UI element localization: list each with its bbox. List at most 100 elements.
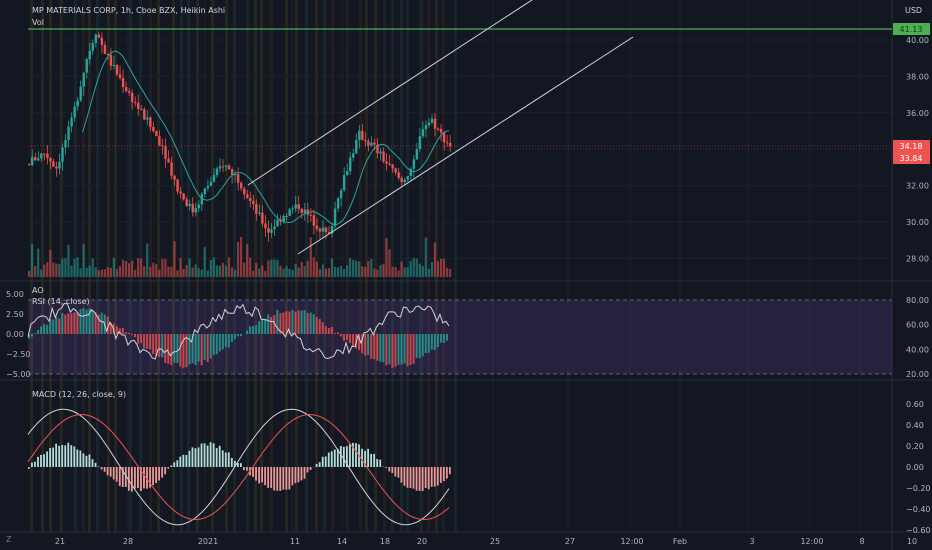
candle-body <box>76 100 79 107</box>
candle-body <box>230 169 234 175</box>
ao-bar <box>182 334 185 369</box>
volume-bar <box>109 267 112 277</box>
ao-bar <box>197 334 200 362</box>
macd-bar <box>76 449 79 467</box>
volume-bar <box>403 267 406 277</box>
macd-bar <box>270 467 273 488</box>
candle-body <box>146 117 149 120</box>
volume-bar <box>164 259 167 277</box>
volume-bar <box>197 267 200 277</box>
volume-bar <box>167 266 170 277</box>
volume-bar <box>385 237 388 277</box>
candle-body <box>333 208 337 227</box>
macd-bar <box>46 451 48 467</box>
macd-bar <box>224 452 227 467</box>
symbol-title[interactable]: MP MATERIALS CORP, 1h, Cboe BZX, Heikin … <box>32 6 226 15</box>
macd-bar <box>394 467 397 477</box>
volume-bar <box>388 249 391 277</box>
macd-bar <box>67 442 70 467</box>
candle-body <box>152 126 155 132</box>
axis-tick-label: 0.00 <box>906 463 924 472</box>
volume-bar <box>246 244 249 277</box>
macd-signal-line <box>27 413 450 521</box>
macd-bar <box>100 467 103 470</box>
volume-bar <box>273 259 276 277</box>
macd-bar <box>91 459 94 467</box>
macd-bar <box>130 467 133 492</box>
macd-bar <box>179 456 182 467</box>
ao-bar <box>246 330 249 334</box>
macd-bar <box>385 467 388 468</box>
macd-bar <box>55 443 58 467</box>
moving-average-line <box>82 50 450 226</box>
axis-tick-label: −0.60 <box>906 526 931 535</box>
macd-bar <box>31 462 33 467</box>
candle-body <box>373 142 376 145</box>
volume-bar <box>267 260 270 277</box>
ao-bar <box>421 334 424 357</box>
channel-lower-trendline[interactable] <box>297 36 634 255</box>
macd-bar <box>379 459 382 467</box>
ao-bar <box>300 310 303 334</box>
candle-body <box>52 161 55 167</box>
candle-body <box>346 171 349 176</box>
volume-label[interactable]: Vol <box>32 18 44 27</box>
candle-body <box>227 165 231 170</box>
timezone-icon[interactable]: Z <box>6 535 12 544</box>
volume-bar <box>55 263 58 277</box>
volume-bar <box>361 266 364 277</box>
candle-body <box>106 53 110 56</box>
candle-body <box>209 181 213 187</box>
macd-bar <box>306 467 309 473</box>
time-tick-label: 25 <box>490 537 500 546</box>
macd-axis: 0.60 0.40 0.20 0.00 −0.20 −0.40 −0.60 <box>906 400 931 535</box>
candle-body <box>421 129 425 137</box>
macd-bar <box>158 467 161 481</box>
ao-bar <box>261 319 264 334</box>
macd-bar <box>318 462 321 467</box>
volume-bar <box>364 266 367 277</box>
candle-body <box>73 106 76 118</box>
macd-label[interactable]: MACD (12, 26, close, 9) <box>32 390 127 399</box>
ao-bar <box>85 309 88 334</box>
channel-upper-trendline[interactable] <box>247 0 535 186</box>
macd-bar <box>448 467 451 475</box>
candle-body <box>243 188 246 195</box>
ao-bar <box>158 334 161 358</box>
ao-bar <box>352 334 355 347</box>
ao-bar <box>267 314 270 334</box>
ao-label[interactable]: AO <box>32 286 44 295</box>
ao-bar <box>236 334 239 337</box>
candle-body <box>406 176 409 180</box>
volume-bar <box>346 265 349 277</box>
candle-body <box>361 130 364 141</box>
volume-bar <box>118 266 122 277</box>
ao-bar <box>240 334 242 337</box>
macd-bar <box>149 467 151 488</box>
candle-body <box>312 215 316 226</box>
macd-bar <box>258 467 260 484</box>
volume-bar <box>321 264 324 277</box>
volume-bar <box>342 268 346 277</box>
axis-tick-label: −2.50 <box>6 350 31 359</box>
volume-bar <box>327 268 331 277</box>
volume-bar <box>397 270 400 277</box>
candle-body <box>297 204 300 209</box>
candle-body <box>433 118 437 129</box>
volume-bar <box>100 269 103 277</box>
ao-bar <box>55 316 58 334</box>
time-tick-label: 27 <box>565 537 575 546</box>
ao-bar <box>339 334 342 337</box>
ao-bar <box>424 334 427 354</box>
volume-bar <box>106 267 109 277</box>
svg-text:41.13: 41.13 <box>900 25 923 34</box>
macd-bar <box>430 467 433 487</box>
rsi-label[interactable]: RSI (14, close) <box>32 297 90 306</box>
candle-body <box>140 108 143 110</box>
candle-body <box>182 193 185 200</box>
volume-bar <box>176 270 179 277</box>
ao-bar <box>303 310 306 334</box>
heikin-ashi-candles[interactable] <box>28 31 452 242</box>
time-axis[interactable]: 21 28 2021 11 14 18 20 25 27 12:00 Feb 3 12:00 8 10 <box>55 537 917 546</box>
